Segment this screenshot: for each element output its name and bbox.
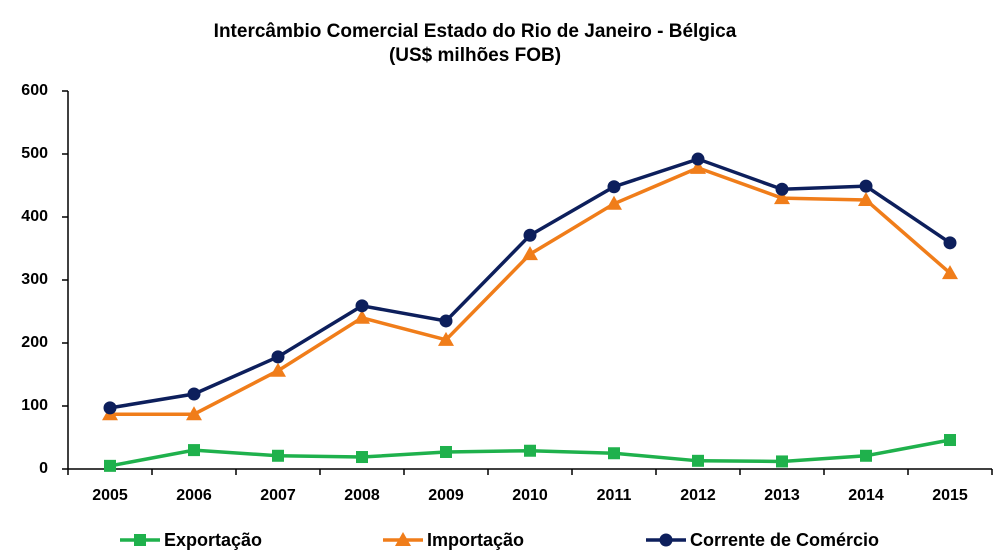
y-tick-label: 100 <box>21 397 48 414</box>
data-point <box>272 449 284 462</box>
data-point <box>523 228 537 242</box>
y-tick-label: 300 <box>21 271 48 288</box>
data-point <box>188 444 200 457</box>
y-tick-label: 200 <box>21 334 48 351</box>
x-tick-label: 2006 <box>176 487 212 504</box>
data-point <box>608 447 620 460</box>
y-tick-label: 600 <box>21 82 48 99</box>
data-point <box>271 350 285 364</box>
data-point <box>859 179 873 193</box>
data-point <box>440 445 452 458</box>
legend-marker <box>659 533 673 547</box>
data-point <box>270 362 286 377</box>
y-tick-label: 400 <box>21 208 48 225</box>
chart-subtitle: (US$ milhões FOB) <box>389 45 561 66</box>
data-point <box>355 299 369 313</box>
x-tick-label: 2015 <box>932 487 968 504</box>
data-point <box>522 246 538 261</box>
x-tick-label: 2013 <box>764 487 800 504</box>
data-point <box>186 406 202 421</box>
data-point <box>439 314 453 328</box>
legend-label: Importação <box>427 530 524 550</box>
data-point <box>776 455 788 468</box>
legend-marker <box>395 532 411 546</box>
chart-title: Intercâmbio Comercial Estado do Rio de J… <box>214 21 737 42</box>
data-point <box>104 459 116 472</box>
x-tick-label: 2010 <box>512 487 548 504</box>
series-line <box>109 157 951 410</box>
x-tick-label: 2012 <box>680 487 716 504</box>
y-tick-label: 0 <box>39 460 48 477</box>
data-point <box>774 190 790 205</box>
data-point <box>944 434 956 447</box>
data-point <box>691 152 705 166</box>
data-point <box>606 195 622 210</box>
x-tick-label: 2014 <box>848 487 884 504</box>
data-point <box>690 159 706 174</box>
x-tick-label: 2011 <box>597 487 632 504</box>
data-point <box>524 444 536 457</box>
x-tick-label: 2009 <box>428 487 464 504</box>
x-tick-label: 2005 <box>92 487 128 504</box>
data-point <box>860 449 872 462</box>
data-point <box>942 265 958 280</box>
data-point <box>858 191 874 206</box>
legend-label: Corrente de Comércio <box>690 530 879 550</box>
data-point <box>775 182 789 196</box>
data-point <box>356 451 368 464</box>
data-point <box>943 236 957 250</box>
x-tick-label: 2007 <box>260 487 296 504</box>
data-point <box>354 309 370 324</box>
legend-label: Exportação <box>164 530 262 550</box>
legend-marker <box>134 534 146 546</box>
data-point <box>187 387 201 401</box>
data-point <box>692 454 704 467</box>
data-point <box>103 401 117 415</box>
data-point <box>438 331 454 346</box>
y-tick-label: 500 <box>21 145 48 162</box>
data-point <box>607 180 621 194</box>
x-tick-label: 2008 <box>344 487 380 504</box>
